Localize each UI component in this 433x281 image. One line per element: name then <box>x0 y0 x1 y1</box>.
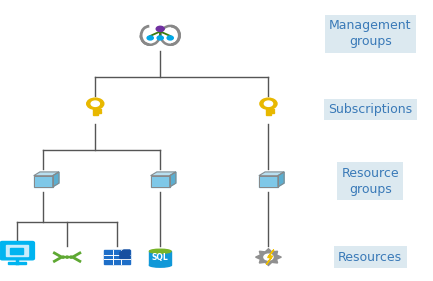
FancyBboxPatch shape <box>6 246 28 257</box>
Circle shape <box>264 254 273 260</box>
FancyBboxPatch shape <box>10 248 23 254</box>
FancyBboxPatch shape <box>149 251 171 265</box>
Polygon shape <box>278 172 284 187</box>
FancyBboxPatch shape <box>34 176 53 187</box>
FancyBboxPatch shape <box>266 107 271 115</box>
FancyBboxPatch shape <box>104 250 130 264</box>
Circle shape <box>61 256 65 258</box>
Polygon shape <box>120 250 130 259</box>
Ellipse shape <box>149 263 171 267</box>
Circle shape <box>91 101 100 106</box>
Circle shape <box>157 36 163 40</box>
FancyBboxPatch shape <box>0 241 34 260</box>
Circle shape <box>264 101 273 106</box>
Polygon shape <box>53 172 59 187</box>
FancyBboxPatch shape <box>93 107 97 115</box>
Circle shape <box>147 36 153 40</box>
Text: Subscriptions: Subscriptions <box>328 103 412 116</box>
Circle shape <box>156 26 164 31</box>
Polygon shape <box>151 172 176 176</box>
Polygon shape <box>255 249 281 266</box>
Polygon shape <box>34 172 59 176</box>
Ellipse shape <box>149 249 171 253</box>
Polygon shape <box>170 172 176 187</box>
FancyBboxPatch shape <box>97 109 101 110</box>
Circle shape <box>87 98 104 109</box>
Polygon shape <box>259 172 284 176</box>
FancyBboxPatch shape <box>151 176 170 187</box>
FancyBboxPatch shape <box>259 176 278 187</box>
Circle shape <box>260 98 277 109</box>
Text: Management
groups: Management groups <box>329 19 411 48</box>
Polygon shape <box>266 250 274 264</box>
Circle shape <box>65 256 69 258</box>
Text: Resources: Resources <box>338 251 402 264</box>
Circle shape <box>69 256 73 258</box>
Circle shape <box>167 36 173 40</box>
FancyBboxPatch shape <box>97 111 101 113</box>
Text: SQL: SQL <box>152 253 168 262</box>
Text: Resource
groups: Resource groups <box>341 167 399 196</box>
FancyBboxPatch shape <box>271 109 274 110</box>
FancyBboxPatch shape <box>271 111 274 113</box>
FancyBboxPatch shape <box>8 262 26 264</box>
